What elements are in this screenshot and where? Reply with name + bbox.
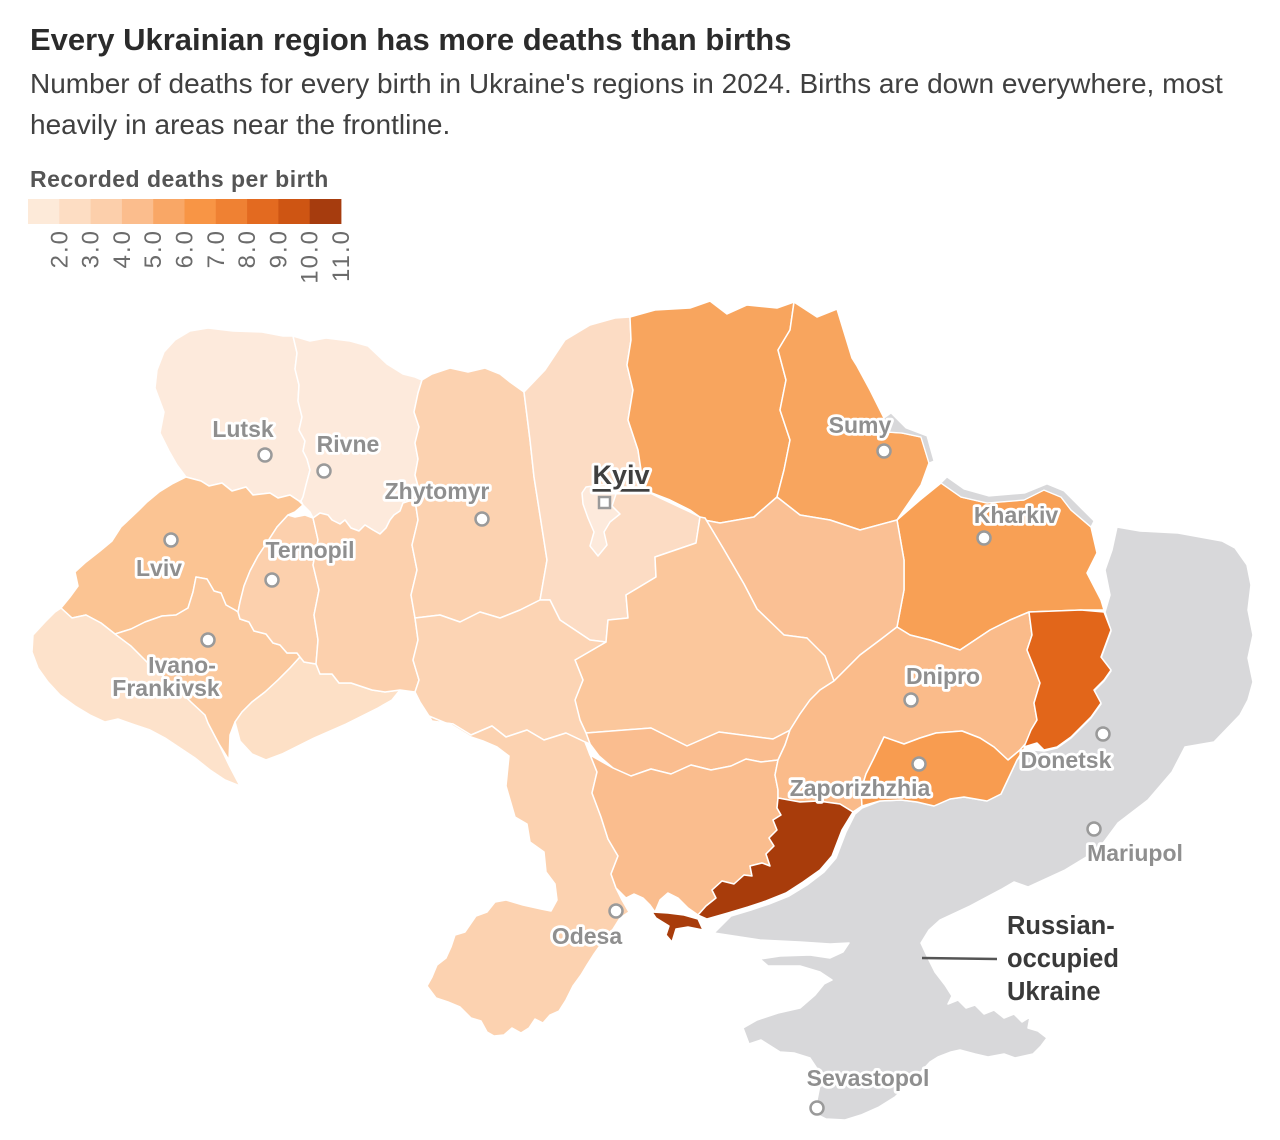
svg-text:2.0: 2.0 bbox=[46, 229, 73, 268]
svg-text:Kyiv: Kyiv bbox=[592, 460, 649, 490]
svg-text:9.0: 9.0 bbox=[265, 229, 292, 268]
svg-text:Dnipro: Dnipro bbox=[906, 663, 980, 689]
svg-text:Lutsk: Lutsk bbox=[212, 416, 274, 442]
svg-text:Ukraine: Ukraine bbox=[1007, 978, 1101, 1006]
svg-text:10.0: 10.0 bbox=[297, 229, 324, 284]
svg-text:Frankivsk: Frankivsk bbox=[112, 675, 220, 701]
svg-text:6.0: 6.0 bbox=[172, 229, 199, 268]
svg-text:Sevastopol: Sevastopol bbox=[807, 1065, 930, 1091]
svg-text:Donetsk: Donetsk bbox=[1021, 747, 1112, 773]
svg-text:occupied: occupied bbox=[1007, 945, 1119, 973]
svg-text:Sumy: Sumy bbox=[829, 412, 892, 438]
svg-text:4.0: 4.0 bbox=[109, 229, 136, 268]
svg-text:Mariupol: Mariupol bbox=[1087, 840, 1183, 866]
svg-text:8.0: 8.0 bbox=[234, 229, 261, 268]
svg-text:Kharkiv: Kharkiv bbox=[974, 502, 1059, 528]
svg-text:Lviv: Lviv bbox=[136, 555, 182, 581]
svg-text:Ivano-: Ivano- bbox=[148, 652, 216, 678]
svg-text:Russian-: Russian- bbox=[1007, 912, 1115, 940]
svg-text:Rivne: Rivne bbox=[317, 431, 380, 457]
svg-text:Ternopil: Ternopil bbox=[265, 537, 354, 563]
svg-text:Odesa: Odesa bbox=[552, 923, 623, 949]
svg-text:Zhytomyr: Zhytomyr bbox=[385, 478, 490, 504]
svg-text:Zaporizhzhia: Zaporizhzhia bbox=[790, 775, 931, 801]
svg-text:3.0: 3.0 bbox=[78, 229, 105, 268]
svg-text:7.0: 7.0 bbox=[203, 229, 230, 268]
svg-text:5.0: 5.0 bbox=[140, 229, 167, 268]
svg-text:11.0: 11.0 bbox=[328, 229, 355, 282]
